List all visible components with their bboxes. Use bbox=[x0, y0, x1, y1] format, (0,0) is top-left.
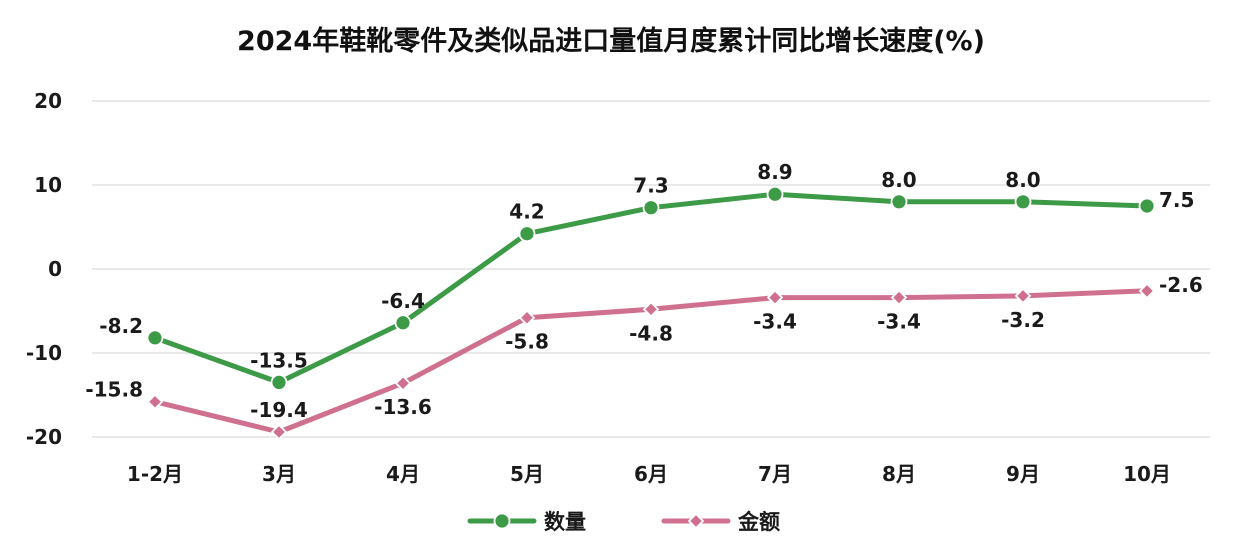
y-tick-label: 10 bbox=[34, 173, 62, 197]
data-point bbox=[890, 193, 908, 211]
x-tick-label: 4月 bbox=[386, 462, 420, 486]
y-tick-label: -10 bbox=[26, 341, 62, 365]
x-tick-label: 5月 bbox=[510, 462, 544, 486]
x-tick-label: 8月 bbox=[882, 462, 916, 486]
data-point bbox=[518, 309, 536, 326]
data-label: -15.8 bbox=[85, 378, 143, 402]
data-point bbox=[1014, 193, 1032, 211]
data-label: 7.3 bbox=[633, 174, 668, 198]
y-axis-ticks: 20 10 0 -10 -20 bbox=[26, 89, 62, 449]
x-tick-label: 3月 bbox=[262, 462, 296, 486]
data-labels: -8.2 -13.5 -6.4 4.2 7.3 8.9 8.0 8.0 7.5 -15.8 -19.… bbox=[85, 160, 1202, 422]
data-label: -3.4 bbox=[877, 310, 921, 334]
data-label: 8.0 bbox=[881, 168, 916, 192]
data-label: 7.5 bbox=[1159, 188, 1194, 212]
data-label: -13.5 bbox=[250, 348, 308, 372]
legend-marker-1 bbox=[687, 512, 705, 530]
x-tick-label: 1-2月 bbox=[127, 462, 183, 486]
legend: 数量 金额 bbox=[467, 510, 780, 534]
data-label: 4.2 bbox=[509, 200, 544, 224]
legend-label-1: 金额 bbox=[737, 510, 780, 534]
data-point bbox=[270, 423, 288, 441]
data-point bbox=[146, 329, 164, 347]
y-tick-label: -20 bbox=[26, 425, 62, 449]
x-tick-label: 10月 bbox=[1123, 462, 1171, 486]
data-point bbox=[642, 199, 660, 217]
data-point bbox=[1014, 287, 1032, 305]
x-tick-label: 7月 bbox=[758, 462, 792, 486]
legend-label-0: 数量 bbox=[544, 510, 586, 534]
data-point bbox=[146, 393, 164, 410]
data-label: 8.0 bbox=[1005, 168, 1040, 192]
data-label: -5.8 bbox=[505, 330, 549, 354]
data-point bbox=[766, 289, 784, 306]
series-layer bbox=[146, 185, 1156, 441]
data-point bbox=[890, 289, 908, 306]
data-point bbox=[518, 225, 536, 243]
data-point bbox=[394, 314, 412, 332]
y-tick-label: 20 bbox=[34, 89, 62, 113]
data-label: -8.2 bbox=[99, 314, 143, 338]
data-label: -4.8 bbox=[629, 321, 673, 345]
data-point bbox=[1138, 197, 1156, 215]
data-label: -2.6 bbox=[1159, 273, 1203, 297]
data-point bbox=[270, 373, 288, 391]
data-point bbox=[394, 374, 412, 392]
chart-title: 2024年鞋靴零件及类似品进口量值月度累计同比增长速度(%) bbox=[237, 25, 985, 57]
y-tick-label: 0 bbox=[48, 257, 62, 281]
data-label: -6.4 bbox=[381, 289, 425, 313]
data-point bbox=[642, 301, 660, 318]
x-axis-ticks: 1-2月 3月 4月 5月 6月 7月 8月 9月 10月 bbox=[127, 462, 1171, 486]
grid bbox=[92, 100, 1210, 438]
data-point bbox=[1138, 282, 1156, 300]
data-label: -13.6 bbox=[374, 395, 432, 419]
data-label: -3.2 bbox=[1001, 308, 1045, 332]
data-label: 8.9 bbox=[757, 160, 792, 184]
data-point bbox=[766, 185, 784, 203]
x-tick-label: 9月 bbox=[1006, 462, 1040, 486]
data-label: -19.4 bbox=[250, 398, 308, 422]
data-label: -3.4 bbox=[753, 310, 797, 334]
legend-marker-0 bbox=[493, 512, 511, 530]
x-tick-label: 6月 bbox=[634, 462, 668, 486]
